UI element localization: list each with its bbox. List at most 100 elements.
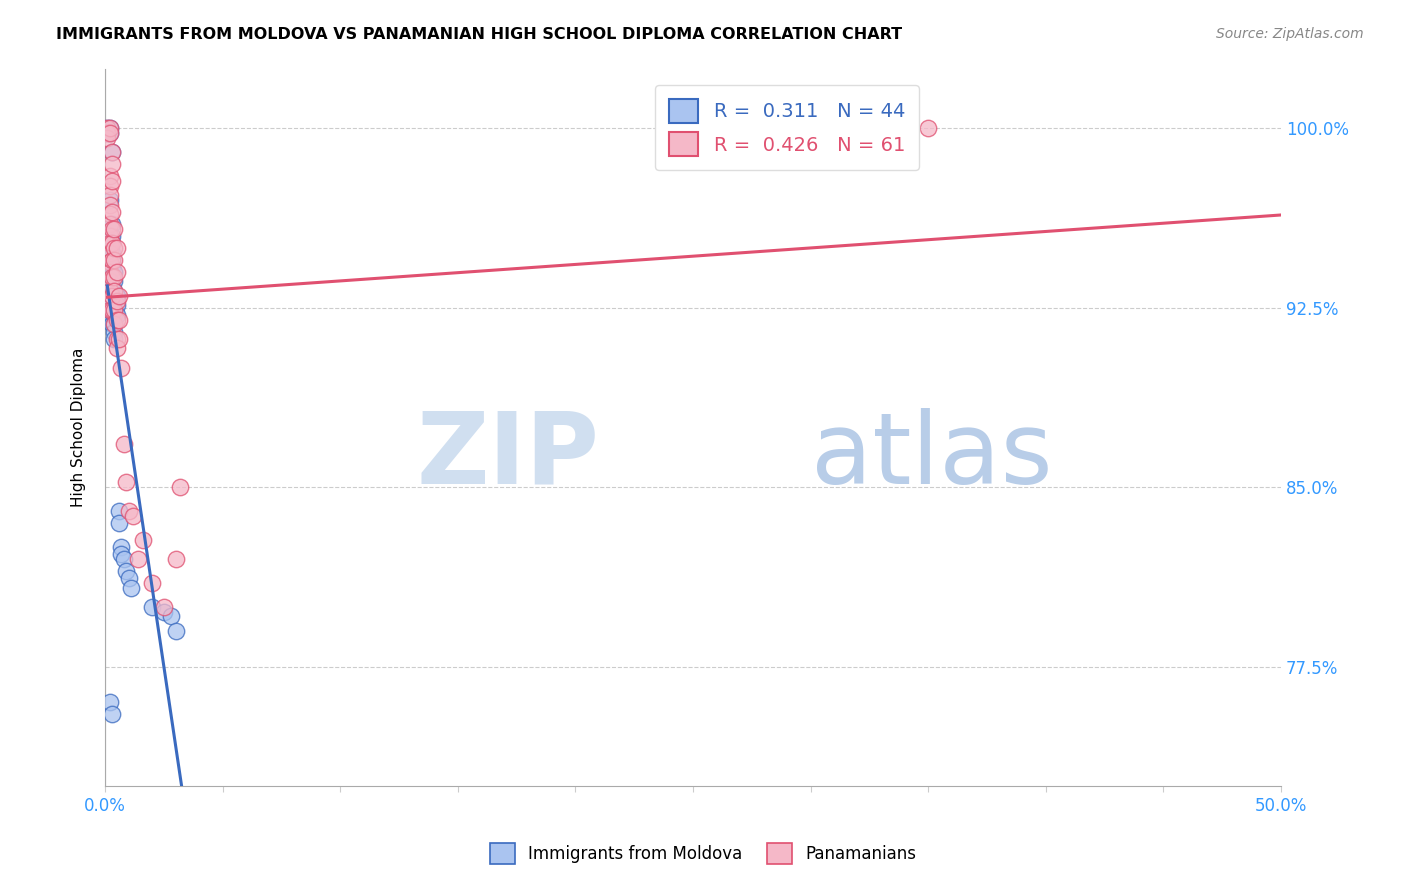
Point — [108, 504, 131, 518]
Point — [96, 126, 118, 140]
Point — [96, 121, 118, 136]
Point — [98, 274, 121, 288]
Point — [101, 301, 124, 315]
Point — [105, 308, 128, 322]
Point — [105, 342, 128, 356]
Point — [117, 571, 139, 585]
Point — [101, 229, 124, 244]
Point — [101, 269, 124, 284]
Point — [103, 241, 125, 255]
Point — [101, 252, 124, 267]
Point — [98, 207, 121, 221]
Point — [101, 221, 124, 235]
Point — [98, 255, 121, 269]
Point — [127, 552, 149, 566]
Point — [141, 599, 163, 614]
Point — [98, 293, 121, 308]
Point — [103, 325, 125, 339]
Point — [98, 188, 121, 202]
Point — [98, 198, 121, 212]
Point — [101, 236, 124, 251]
Point — [110, 540, 132, 554]
Point — [101, 303, 124, 318]
Point — [96, 121, 118, 136]
Text: IMMIGRANTS FROM MOLDOVA VS PANAMANIAN HIGH SCHOOL DIPLOMA CORRELATION CHART: IMMIGRANTS FROM MOLDOVA VS PANAMANIAN HI… — [56, 27, 903, 42]
Point — [103, 221, 125, 235]
Point — [105, 298, 128, 312]
Point — [105, 332, 128, 346]
Point — [112, 552, 135, 566]
Point — [101, 174, 124, 188]
Point — [96, 131, 118, 145]
Point — [103, 332, 125, 346]
Point — [131, 533, 153, 547]
Point — [101, 245, 124, 260]
Point — [152, 605, 174, 619]
Point — [103, 252, 125, 267]
Point — [101, 318, 124, 332]
Point — [98, 303, 121, 318]
Point — [108, 516, 131, 530]
Point — [160, 609, 183, 624]
Point — [101, 157, 124, 171]
Point — [98, 178, 121, 193]
Point — [101, 312, 124, 326]
Point — [98, 229, 121, 244]
Point — [98, 245, 121, 260]
Point — [101, 145, 124, 160]
Point — [115, 564, 138, 578]
Point — [122, 508, 145, 523]
Point — [98, 193, 121, 207]
Point — [101, 707, 124, 722]
Point — [105, 241, 128, 255]
Legend: R =  0.311   N = 44, R =  0.426   N = 61: R = 0.311 N = 44, R = 0.426 N = 61 — [655, 86, 918, 169]
Point — [98, 217, 121, 231]
Point — [101, 145, 124, 160]
Point — [110, 547, 132, 561]
Point — [105, 312, 128, 326]
Point — [117, 504, 139, 518]
Point — [103, 318, 125, 332]
Point — [103, 265, 125, 279]
Text: Source: ZipAtlas.com: Source: ZipAtlas.com — [1216, 27, 1364, 41]
Point — [103, 308, 125, 322]
Point — [101, 269, 124, 284]
Point — [105, 293, 128, 308]
Point — [101, 279, 124, 293]
Point — [101, 236, 124, 251]
Point — [101, 260, 124, 274]
Point — [96, 126, 118, 140]
Point — [101, 289, 124, 303]
Point — [115, 475, 138, 490]
Point — [169, 480, 191, 494]
Point — [98, 121, 121, 136]
Point — [103, 274, 125, 288]
Point — [103, 284, 125, 298]
Point — [120, 581, 142, 595]
Point — [103, 269, 125, 284]
Point — [165, 624, 187, 638]
Y-axis label: High School Diploma: High School Diploma — [72, 348, 86, 507]
Point — [103, 303, 125, 318]
Text: atlas: atlas — [811, 408, 1052, 505]
Point — [141, 575, 163, 590]
Point — [101, 289, 124, 303]
Point — [917, 121, 939, 136]
Point — [103, 318, 125, 332]
Point — [98, 695, 121, 709]
Point — [108, 312, 131, 326]
Point — [98, 169, 121, 183]
Point — [110, 360, 132, 375]
Point — [105, 289, 128, 303]
Point — [105, 265, 128, 279]
Point — [103, 284, 125, 298]
Point — [152, 599, 174, 614]
Point — [98, 126, 121, 140]
Point — [98, 121, 121, 136]
Point — [101, 217, 124, 231]
Point — [103, 293, 125, 308]
Point — [108, 289, 131, 303]
Point — [165, 552, 187, 566]
Text: ZIP: ZIP — [416, 408, 599, 505]
Point — [101, 252, 124, 267]
